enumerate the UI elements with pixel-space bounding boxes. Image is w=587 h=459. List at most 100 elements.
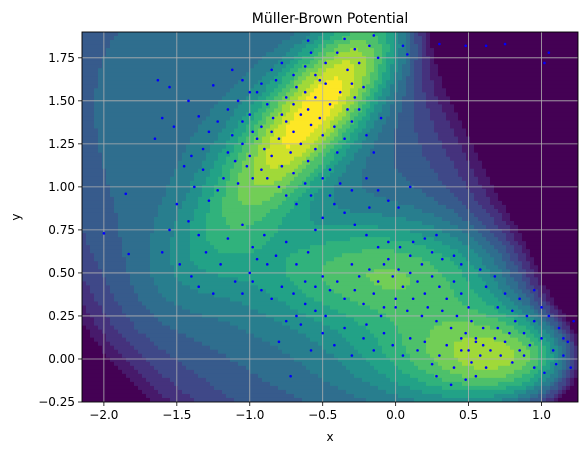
contour-cell [90, 317, 95, 323]
contour-cell [138, 289, 143, 295]
contour-cell [258, 176, 263, 182]
contour-cell [202, 72, 207, 77]
contour-cell [110, 237, 115, 242]
contour-cell [238, 192, 243, 198]
contour-cell [238, 277, 243, 282]
contour-cell [282, 217, 287, 222]
contour-cell [226, 44, 231, 49]
contour-cell [134, 72, 139, 77]
contour-cell [130, 36, 135, 41]
contour-cell [86, 60, 91, 65]
contour-cell [274, 285, 279, 290]
contour-cell [282, 337, 287, 343]
contour-cell [178, 369, 183, 375]
contour-cell [114, 212, 119, 218]
contour-cell [98, 156, 103, 162]
contour-cell [142, 108, 147, 114]
contour-cell [118, 32, 123, 37]
contour-cell [110, 36, 115, 41]
contour-cell [218, 317, 223, 323]
contour-cell [166, 377, 171, 383]
contour-cell [222, 385, 227, 391]
contour-cell [222, 241, 227, 246]
contour-cell [130, 393, 135, 399]
contour-cell [274, 76, 279, 81]
contour-cell [254, 40, 259, 45]
contour-cell [242, 253, 247, 258]
contour-cell [154, 164, 159, 170]
contour-cell [218, 281, 223, 286]
contour-cell [166, 237, 171, 242]
contour-cell [106, 208, 111, 214]
contour-cell [86, 369, 91, 375]
contour-cell [170, 325, 175, 331]
contour-cell [234, 60, 239, 65]
contour-cell [246, 317, 251, 323]
contour-cell [270, 317, 275, 323]
contour-cell [158, 136, 163, 142]
contour-cell [158, 261, 163, 266]
contour-cell [134, 88, 139, 93]
contour-cell [282, 229, 287, 234]
contour-cell [210, 56, 215, 61]
contour-cell [218, 273, 223, 278]
contour-cell [182, 92, 187, 97]
contour-cell [270, 329, 275, 335]
contour-cell [230, 249, 235, 254]
contour-cell [134, 168, 139, 174]
contour-cell [238, 393, 243, 399]
contour-cell [90, 349, 95, 355]
contour-cell [246, 257, 251, 262]
contour-cell [94, 144, 99, 150]
contour-cell [110, 60, 115, 65]
contour-cell [86, 32, 91, 37]
contour-cell [150, 365, 155, 371]
contour-cell [142, 289, 147, 295]
contour-cell [170, 261, 175, 266]
contour-cell [110, 72, 115, 77]
contour-cell [122, 237, 127, 242]
contour-cell [194, 285, 199, 290]
contour-cell [226, 104, 231, 110]
contour-cell [126, 152, 131, 158]
contour-cell [270, 333, 275, 339]
contour-cell [146, 180, 151, 186]
contour-cell [250, 385, 255, 391]
contour-cell [286, 172, 291, 178]
contour-cell [102, 164, 107, 170]
contour-cell [170, 245, 175, 250]
contour-cell [238, 112, 243, 118]
contour-cell [98, 80, 103, 85]
contour-cell [222, 301, 227, 307]
contour-cell [258, 192, 263, 198]
contour-cell [138, 160, 143, 166]
contour-cell [234, 365, 239, 371]
contour-cell [262, 116, 267, 122]
contour-cell [242, 397, 247, 402]
contour-cell [226, 377, 231, 383]
contour-cell [214, 305, 219, 311]
contour-cell [82, 108, 87, 114]
contour-cell [86, 225, 91, 230]
contour-cell [162, 144, 167, 150]
contour-cell [230, 341, 235, 347]
contour-cell [246, 277, 251, 282]
contour-cell [258, 349, 263, 355]
contour-cell [186, 212, 191, 218]
contour-cell [210, 293, 215, 299]
contour-cell [286, 225, 291, 230]
contour-cell [166, 112, 171, 118]
contour-cell [142, 40, 147, 45]
contour-cell [278, 297, 283, 303]
contour-cell [278, 221, 283, 226]
contour-cell [102, 68, 107, 73]
contour-cell [206, 301, 211, 307]
contour-cell [250, 257, 255, 262]
contour-cell [122, 217, 127, 222]
contour-cell [290, 168, 295, 174]
contour-cell [142, 88, 147, 93]
contour-cell [174, 180, 179, 186]
contour-cell [126, 325, 131, 331]
contour-cell [82, 48, 87, 53]
contour-cell [90, 172, 95, 178]
